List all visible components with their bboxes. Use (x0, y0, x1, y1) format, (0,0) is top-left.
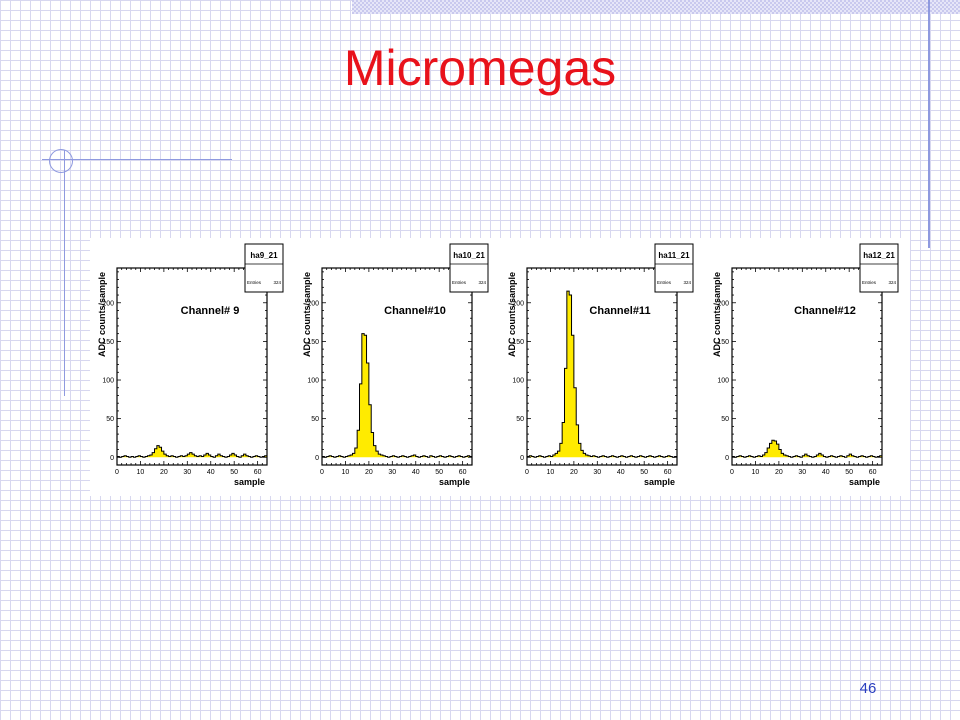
histogram-channel-11: 0 10 20 30 40 50 60 0 50 100 150 200 sample ADC count… (507, 243, 694, 487)
y-tick-label: 200 (102, 300, 114, 307)
plot-frame (321, 267, 473, 466)
y-tick-label: 50 (311, 416, 319, 423)
entries-value: 324 (888, 280, 896, 285)
entries-value: 324 (478, 280, 486, 285)
channel-annotation: Channel#12 (794, 305, 856, 317)
x-tick-label: 50 (845, 469, 853, 476)
y-axis-label: ADC counts/sample (97, 272, 107, 357)
x-tick-label: 40 (822, 469, 830, 476)
histogram-outline (732, 439, 882, 458)
x-tick-label: 50 (230, 469, 238, 476)
channel-annotation: Channel# 9 (181, 305, 240, 317)
page-number: 46 (859, 680, 877, 697)
x-axis-label: sample (849, 477, 880, 487)
y-tick-label: 0 (315, 455, 319, 462)
y-tick-label: 0 (110, 455, 114, 462)
y-axis-label: ADC counts/sample (507, 272, 517, 357)
channel-annotation: Channel#11 (589, 305, 650, 317)
entries-label: Entries (862, 280, 877, 285)
plot-frame (731, 267, 883, 466)
x-tick-label: 0 (115, 469, 119, 476)
x-tick-label: 20 (570, 469, 578, 476)
entries-label: Entries (452, 280, 467, 285)
histogram-name: ha11_21 (658, 251, 690, 260)
x-tick-label: 60 (664, 469, 672, 476)
histogram-outline (322, 333, 472, 458)
x-tick-label: 10 (752, 469, 760, 476)
x-tick-label: 40 (617, 469, 625, 476)
histogram-fill (117, 445, 267, 458)
stats-box (654, 243, 694, 293)
x-tick-label: 30 (798, 469, 806, 476)
right-accent-rule (928, 0, 930, 248)
y-axis-label: ADC counts/sample (302, 272, 312, 357)
histogram-figure: 0 10 20 30 40 50 60 0 50 100 150 200 sample ADC count… (90, 238, 910, 496)
x-tick-label: 30 (593, 469, 601, 476)
stats-box (449, 243, 489, 293)
channel-annotation: Channel#10 (384, 305, 446, 317)
x-tick-label: 50 (640, 469, 648, 476)
entries-label: Entries (247, 280, 262, 285)
x-tick-label: 10 (342, 469, 350, 476)
x-axis-label: sample (439, 477, 470, 487)
y-tick-label: 0 (520, 455, 524, 462)
x-tick-label: 0 (730, 469, 734, 476)
histogram-name: ha10_21 (453, 251, 485, 260)
x-tick-label: 10 (137, 469, 145, 476)
x-tick-label: 20 (365, 469, 373, 476)
x-tick-label: 50 (435, 469, 443, 476)
x-tick-label: 10 (547, 469, 555, 476)
y-tick-label: 100 (512, 378, 524, 385)
x-tick-label: 60 (459, 469, 467, 476)
histogram-name: ha9_21 (250, 251, 278, 260)
x-tick-label: 20 (160, 469, 168, 476)
y-tick-label: 200 (717, 300, 729, 307)
y-tick-label: 100 (717, 378, 729, 385)
plot-frame (526, 267, 678, 466)
y-tick-label: 100 (307, 378, 319, 385)
decorative-vertical-rule (64, 150, 65, 396)
header-stripe (352, 0, 960, 14)
y-axis-label: ADC counts/sample (712, 272, 722, 357)
x-axis-label: sample (234, 477, 265, 487)
x-axis-label: sample (644, 477, 675, 487)
histogram-outline (527, 290, 677, 458)
y-tick-label: 150 (307, 339, 319, 346)
stats-box (244, 243, 284, 293)
x-tick-label: 30 (388, 469, 396, 476)
y-tick-label: 50 (721, 416, 729, 423)
x-tick-label: 60 (869, 469, 877, 476)
histogram-outline (117, 445, 267, 458)
x-tick-label: 0 (525, 469, 529, 476)
y-tick-label: 150 (512, 339, 524, 346)
stats-box (859, 243, 899, 293)
slide-title: Micromegas (343, 40, 617, 96)
x-tick-label: 20 (775, 469, 783, 476)
y-tick-label: 50 (516, 416, 524, 423)
y-tick-label: 50 (106, 416, 114, 423)
x-tick-label: 60 (254, 469, 262, 476)
x-tick-label: 30 (183, 469, 191, 476)
x-tick-label: 40 (412, 469, 420, 476)
histogram-channel-12: 0 10 20 30 40 50 60 0 50 100 150 200 sample ADC count… (712, 243, 899, 487)
entries-value: 324 (273, 280, 281, 285)
decorative-circle-icon (49, 149, 73, 173)
histogram-fill (322, 333, 472, 458)
entries-value: 324 (683, 280, 691, 285)
histogram-channel-9: 0 10 20 30 40 50 60 0 50 100 150 200 sample ADC count… (97, 243, 284, 487)
histogram-name: ha12_21 (863, 251, 895, 260)
x-tick-label: 0 (320, 469, 324, 476)
histogram-channel-10: 0 10 20 30 40 50 60 0 50 100 150 200 sample ADC count… (302, 243, 489, 487)
y-tick-label: 150 (717, 339, 729, 346)
entries-label: Entries (657, 280, 672, 285)
plot-frame (116, 267, 268, 466)
y-tick-label: 200 (512, 300, 524, 307)
decorative-horizontal-rule (42, 159, 232, 160)
y-tick-label: 0 (725, 455, 729, 462)
y-tick-label: 200 (307, 300, 319, 307)
y-tick-label: 150 (102, 339, 114, 346)
y-tick-label: 100 (102, 378, 114, 385)
x-tick-label: 40 (207, 469, 215, 476)
